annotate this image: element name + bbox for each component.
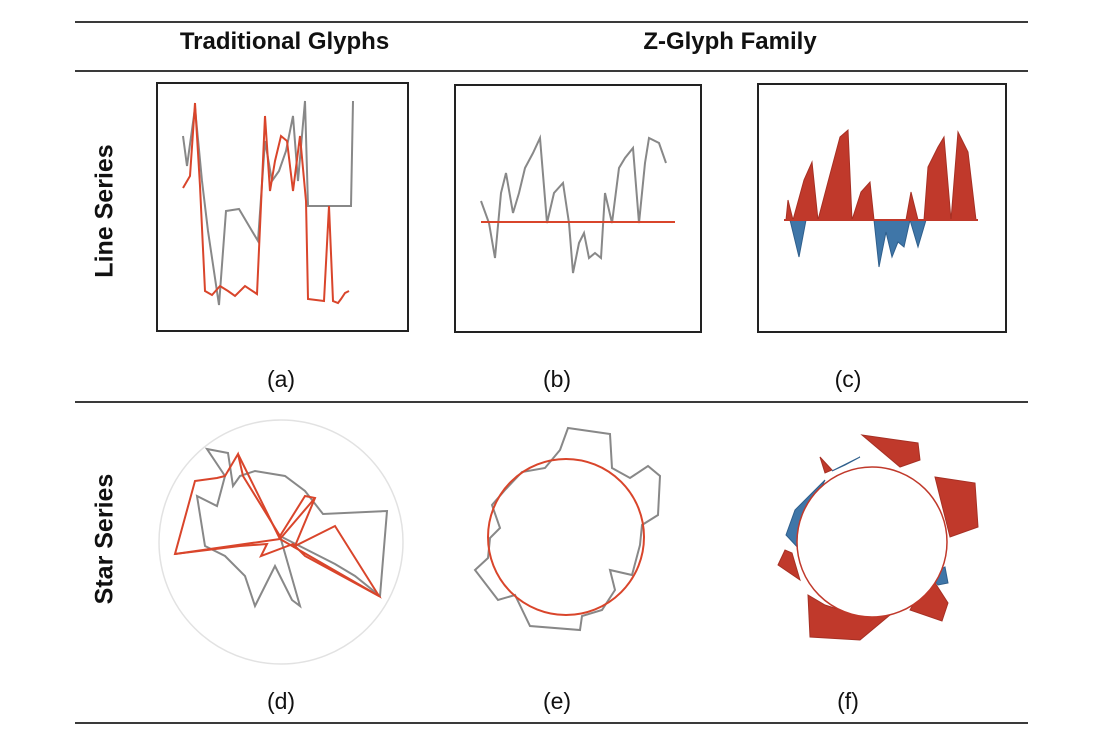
row-label-line-series: Line Series [90, 144, 119, 278]
top-rule [75, 21, 1028, 23]
header-rule [75, 70, 1028, 72]
panel-a-traditional-line-glyph [156, 82, 409, 332]
reference-circle [487, 458, 645, 616]
middle-rule [75, 401, 1028, 403]
caption-f: (f) [837, 688, 859, 714]
bottom-rule [75, 722, 1028, 724]
star-series-gray [473, 426, 662, 632]
panel-f-zglyph-filled-star [777, 434, 979, 641]
panel-d-traditional-star-glyph [158, 419, 404, 665]
caption-c: (c) [834, 366, 862, 392]
series-line-gray [480, 134, 667, 274]
header-z-glyph-family: Z-Glyph Family [643, 28, 817, 55]
star-series-gray [195, 447, 389, 609]
reference-circle [796, 466, 948, 618]
panel-c-zglyph-filled-line [757, 83, 1007, 333]
header-traditional-glyphs: Traditional Glyphs [179, 28, 390, 55]
caption-d: (d) [266, 688, 296, 714]
outer-circle [158, 419, 404, 665]
panel-b-zglyph-line [454, 84, 702, 333]
caption-e: (e) [542, 688, 572, 714]
caption-b: (b) [542, 366, 572, 392]
spoke-red-4 [279, 497, 316, 540]
star-series-red [173, 451, 382, 599]
series-line-red [182, 102, 350, 305]
panel-e-zglyph-star [473, 426, 662, 632]
row-label-star-series: Star Series [90, 473, 119, 605]
spoke-red-1 [174, 538, 281, 555]
spoke-red-2 [279, 538, 380, 597]
spoke-red-3 [237, 453, 281, 540]
caption-a: (a) [266, 366, 296, 392]
